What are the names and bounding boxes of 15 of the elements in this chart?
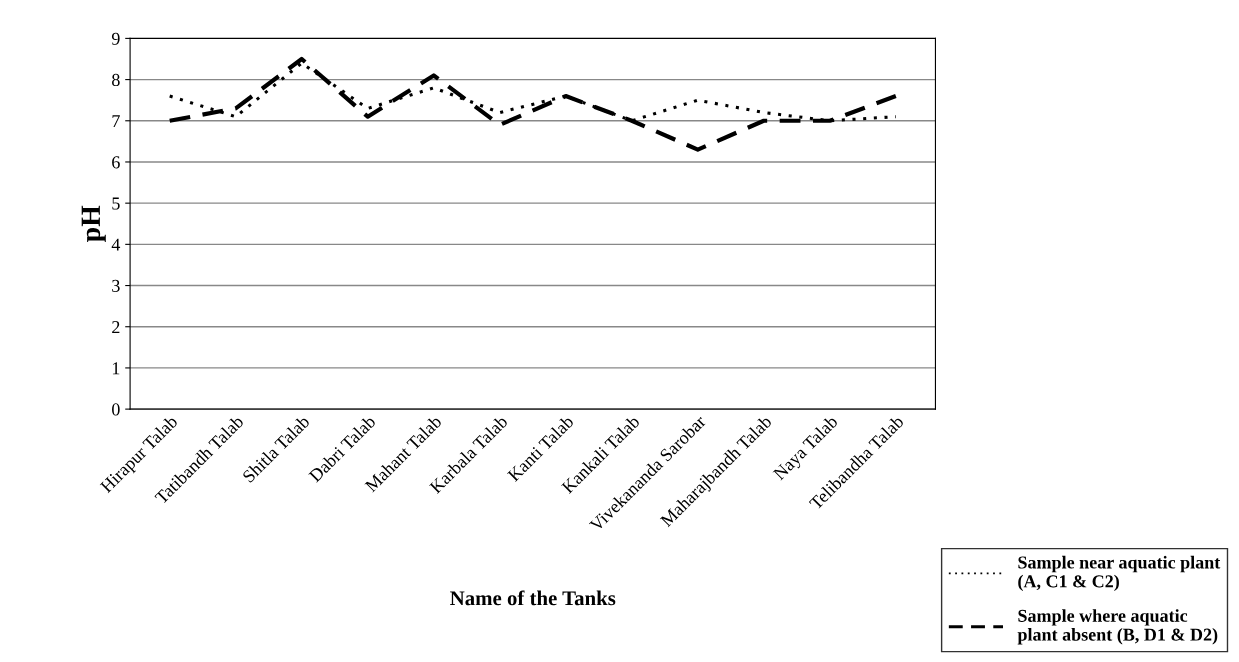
line-series bbox=[167, 56, 898, 152]
y-tick-label: 4 bbox=[111, 238, 121, 251]
y-tick-label: 9 bbox=[111, 32, 120, 45]
y-tick-label: 0 bbox=[112, 403, 120, 416]
x-axis-title: Name of the Tanks bbox=[450, 590, 616, 606]
y-axis-title: pH bbox=[81, 205, 106, 242]
y-tick-label: 2 bbox=[112, 321, 120, 333]
y-tick-label: 7 bbox=[112, 115, 120, 128]
y-tick-label: 6 bbox=[112, 156, 120, 169]
legend-label: Sample near aquatic plant (A, C1 & C2) bbox=[1018, 555, 1221, 592]
y-tick-label: 3 bbox=[112, 279, 120, 292]
y-tick-label: 1 bbox=[112, 362, 120, 375]
y-tick-label: 5 bbox=[112, 197, 120, 210]
y-tick-label: 8 bbox=[112, 73, 120, 87]
legend-label: Sample where aquatic plant absent (B, D1 & D2) bbox=[1017, 609, 1218, 645]
